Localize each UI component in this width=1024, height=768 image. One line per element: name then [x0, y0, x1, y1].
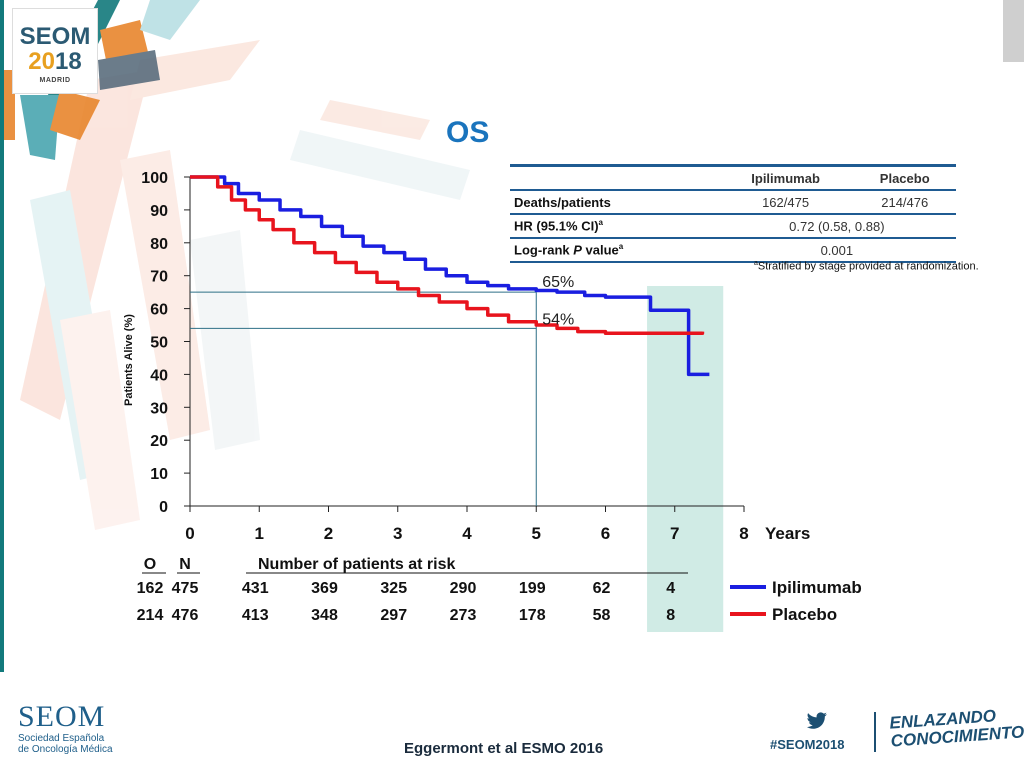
- left-edge-bar: [0, 0, 4, 768]
- logo-year: 2018: [28, 48, 82, 75]
- risk-cell: 325: [380, 580, 407, 597]
- risk-header-o: O: [144, 556, 156, 573]
- cell-hr: 0.72 (0.58, 0.88): [717, 214, 956, 239]
- risk-cell: 290: [450, 580, 477, 597]
- footer-seom-logo: SEOM: [18, 700, 106, 733]
- legend-label-placebo: Placebo: [772, 605, 837, 624]
- twitter-icon: [806, 712, 827, 729]
- series-line-ipilimumab: [190, 175, 710, 377]
- risk-header-n: N: [179, 556, 191, 573]
- y-tick-label: 10: [150, 466, 168, 483]
- table-row: Deaths/patients 162/475 214/476: [510, 190, 956, 215]
- y-tick-label: 50: [150, 335, 168, 352]
- x-tick-label: 1: [255, 524, 264, 543]
- table-footnote: aStratified by stage provided at randomi…: [754, 260, 979, 273]
- y-tick-label: 60: [150, 302, 168, 319]
- footer-divider: [874, 712, 876, 752]
- risk-cell: 199: [519, 580, 546, 597]
- risk-cell: 348: [311, 607, 338, 624]
- risk-cell: 58: [593, 607, 611, 624]
- row-label-hr: HR (95.1% CI)a: [510, 214, 718, 239]
- risk-cell: 178: [519, 607, 546, 624]
- y-tick-label: 30: [150, 400, 168, 417]
- annotation-label: 54%: [542, 311, 574, 328]
- x-axis-label: Years: [765, 524, 810, 543]
- table-header-row: Ipilimumab Placebo: [510, 164, 956, 191]
- x-tick-label: 5: [532, 524, 541, 543]
- risk-cell: 273: [450, 607, 477, 624]
- y-tick-label: 0: [159, 499, 168, 516]
- risk-cell-o: 162: [137, 580, 164, 597]
- y-tick-label: 100: [141, 170, 168, 187]
- series-line-placebo: [190, 175, 705, 336]
- table-header-ipilimumab: Ipilimumab: [717, 164, 854, 191]
- risk-cell: 297: [380, 607, 407, 624]
- logo-city: MADRID: [39, 77, 71, 84]
- risk-header-title: Number of patients at risk: [258, 556, 455, 573]
- annotation-label: 65%: [542, 274, 574, 291]
- y-tick-label: 80: [150, 236, 168, 253]
- footer-seom-subtitle: Sociedad Española de Oncología Médica: [18, 733, 113, 755]
- x-tick-label: 0: [185, 524, 194, 543]
- cell-deaths-ipilimumab: 162/475: [717, 190, 854, 215]
- results-table: Ipilimumab Placebo Deaths/patients 162/4…: [510, 164, 956, 263]
- cell-pvalue: 0.001: [717, 238, 956, 263]
- seom2018-logo: SEOM 2018 MADRID: [12, 8, 98, 94]
- table-header-empty: [510, 164, 718, 191]
- risk-cell-o: 214: [137, 607, 164, 624]
- slide-title: OS: [446, 116, 490, 149]
- y-axis-label: Patients Alive (%): [123, 314, 135, 406]
- risk-cell: 62: [593, 580, 611, 597]
- highlight-band: [647, 286, 724, 632]
- citation: Eggermont et al ESMO 2016: [404, 740, 604, 757]
- x-tick-label: 7: [670, 524, 679, 543]
- hashtag: #SEOM2018: [770, 737, 845, 752]
- risk-cell-n: 475: [172, 580, 199, 597]
- risk-cell: 413: [242, 607, 269, 624]
- x-tick-label: 4: [462, 524, 472, 543]
- table-row: Log-rank P valuea 0.001: [510, 238, 956, 263]
- y-tick-label: 90: [150, 203, 168, 220]
- cell-deaths-placebo: 214/476: [853, 190, 956, 215]
- risk-cell: 4: [666, 580, 675, 597]
- risk-cell-n: 476: [172, 607, 199, 624]
- logo-brand: SEOM: [19, 23, 91, 50]
- risk-cell: 369: [311, 580, 338, 597]
- footer-bar: [0, 672, 1024, 768]
- y-tick-label: 70: [150, 269, 168, 286]
- legend-label-ipilimumab: Ipilimumab: [772, 578, 862, 597]
- x-tick-label: 2: [324, 524, 333, 543]
- row-label-pvalue: Log-rank P valuea: [510, 238, 718, 263]
- risk-cell: 8: [666, 607, 675, 624]
- y-tick-label: 40: [150, 367, 168, 384]
- x-tick-label: 8: [739, 524, 748, 543]
- row-label-deaths: Deaths/patients: [510, 190, 718, 215]
- x-tick-label: 6: [601, 524, 610, 543]
- table-row: HR (95.1% CI)a 0.72 (0.58, 0.88): [510, 214, 956, 239]
- risk-cell: 431: [242, 580, 269, 597]
- table-header-placebo: Placebo: [853, 164, 956, 191]
- y-tick-label: 20: [150, 433, 168, 450]
- x-tick-label: 3: [393, 524, 402, 543]
